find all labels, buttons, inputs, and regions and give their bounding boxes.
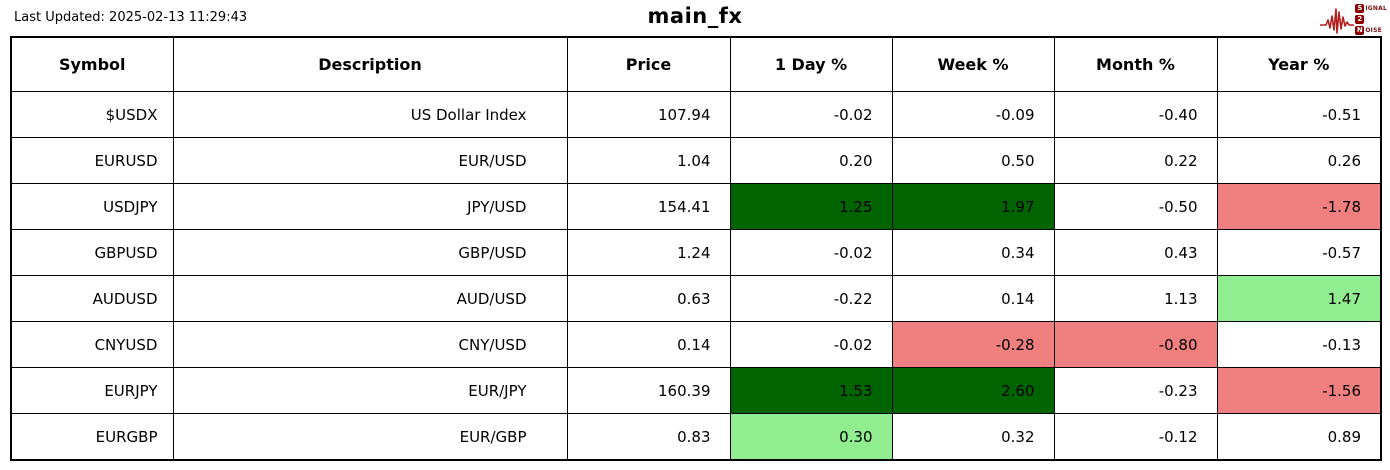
table-cell: 160.39: [566, 367, 731, 414]
table-cell: JPY/USD: [172, 183, 568, 230]
table-cell: 0.34: [891, 229, 1055, 276]
table-cell: 0.14: [891, 275, 1055, 322]
table-cell: -0.50: [1053, 183, 1218, 230]
table-header-row: Symbol Description Price 1 Day % Week % Month…: [10, 36, 1382, 92]
waveform-icon: [1320, 3, 1355, 35]
table-cell: US Dollar Index: [172, 91, 568, 138]
table-cell: -0.22: [729, 275, 893, 322]
table-cell: 107.94: [566, 91, 731, 138]
column-header-month: Month %: [1053, 36, 1218, 92]
table-cell: -0.12: [1053, 413, 1218, 461]
table-cell: 1.04: [566, 137, 731, 184]
logo-line-noise: N OISE: [1355, 25, 1382, 35]
table-cell: -0.23: [1053, 367, 1218, 414]
table-cell: AUD/USD: [172, 275, 568, 322]
table-cell: -0.57: [1216, 229, 1382, 276]
table-cell: -0.80: [1053, 321, 1218, 368]
table-row: USDJPY JPY/USD 154.41 1.25 1.97 -0.50 -1.78: [10, 183, 1382, 230]
column-header-price: Price: [566, 36, 731, 92]
table-cell: -1.78: [1216, 183, 1382, 230]
table-row: EURUSD EUR/USD 1.04 0.20 0.50 0.22 0.26: [10, 137, 1382, 184]
fx-table: Symbol Description Price 1 Day % Week % Month…: [10, 36, 1382, 461]
symbol-cell: EURJPY: [10, 367, 174, 414]
symbol-cell: CNYUSD: [10, 321, 174, 368]
table-cell: 2.60: [891, 367, 1055, 414]
table-cell: 1.97: [891, 183, 1055, 230]
table-cell: 1.24: [566, 229, 731, 276]
table-cell: 0.14: [566, 321, 731, 368]
logo-line-2: 2: [1355, 14, 1387, 24]
table-cell: 0.50: [891, 137, 1055, 184]
symbol-cell: GBPUSD: [10, 229, 174, 276]
table-cell: 0.30: [729, 413, 893, 461]
top-bar: Last Updated: 2025-02-13 11:29:43 main_f…: [0, 0, 1390, 36]
table-cell: -0.02: [729, 321, 893, 368]
symbol-cell: EURGBP: [10, 413, 174, 461]
logo-line-signal: S IGNAL: [1355, 3, 1387, 13]
table-cell: -0.51: [1216, 91, 1382, 138]
table-cell: 1.13: [1053, 275, 1218, 322]
table-cell: 0.89: [1216, 413, 1382, 461]
table-cell: GBP/USD: [172, 229, 568, 276]
table-cell: 0.26: [1216, 137, 1382, 184]
table-body: $USDX US Dollar Index 107.94 -0.02 -0.09 -0.4…: [10, 91, 1382, 461]
table-cell: 1.25: [729, 183, 893, 230]
column-header-description: Description: [172, 36, 568, 92]
table-row: AUDUSD AUD/USD 0.63 -0.22 0.14 1.13 1.47: [10, 275, 1382, 322]
table-cell: CNY/USD: [172, 321, 568, 368]
table-cell: 154.41: [566, 183, 731, 230]
table-cell: -1.56: [1216, 367, 1382, 414]
table-cell: -0.02: [729, 229, 893, 276]
logo-text: S IGNAL 2 N OISE: [1355, 3, 1387, 35]
logo-letter-n: N: [1355, 25, 1365, 35]
symbol-cell: USDJPY: [10, 183, 174, 230]
table-row: EURGBP EUR/GBP 0.83 0.30 0.32 -0.12 0.89: [10, 413, 1382, 461]
table-cell: 0.83: [566, 413, 731, 461]
signal2noise-logo: S IGNAL 2 N OISE: [1320, 2, 1387, 36]
table-cell: 0.43: [1053, 229, 1218, 276]
table-cell: 0.32: [891, 413, 1055, 461]
table-row: GBPUSD GBP/USD 1.24 -0.02 0.34 0.43 -0.57: [10, 229, 1382, 276]
table-cell: 0.22: [1053, 137, 1218, 184]
table-cell: -0.28: [891, 321, 1055, 368]
table-cell: -0.40: [1053, 91, 1218, 138]
table-cell: EUR/JPY: [172, 367, 568, 414]
logo-digit-2: 2: [1355, 14, 1365, 24]
table-cell: -0.09: [891, 91, 1055, 138]
table-row: CNYUSD CNY/USD 0.14 -0.02 -0.28 -0.80 -0.13: [10, 321, 1382, 368]
table-row: EURJPY EUR/JPY 160.39 1.53 2.60 -0.23 -1.56: [10, 367, 1382, 414]
column-header-1-day: 1 Day %: [729, 36, 893, 92]
last-updated-text: Last Updated: 2025-02-13 11:29:43: [14, 10, 248, 25]
column-header-symbol: Symbol: [10, 36, 174, 92]
table-cell: 0.63: [566, 275, 731, 322]
page-title: main_fx: [647, 4, 743, 28]
table-cell: -0.13: [1216, 321, 1382, 368]
table-cell: EUR/USD: [172, 137, 568, 184]
table-cell: EUR/GBP: [172, 413, 568, 461]
table-cell: 1.53: [729, 367, 893, 414]
table-cell: 0.20: [729, 137, 893, 184]
symbol-cell: AUDUSD: [10, 275, 174, 322]
symbol-cell: EURUSD: [10, 137, 174, 184]
table-cell: 1.47: [1216, 275, 1382, 322]
symbol-cell: $USDX: [10, 91, 174, 138]
column-header-year: Year %: [1216, 36, 1382, 92]
table-row: $USDX US Dollar Index 107.94 -0.02 -0.09 -0.4…: [10, 91, 1382, 138]
table-cell: -0.02: [729, 91, 893, 138]
column-header-week: Week %: [891, 36, 1055, 92]
logo-letter-s: S: [1355, 3, 1365, 13]
